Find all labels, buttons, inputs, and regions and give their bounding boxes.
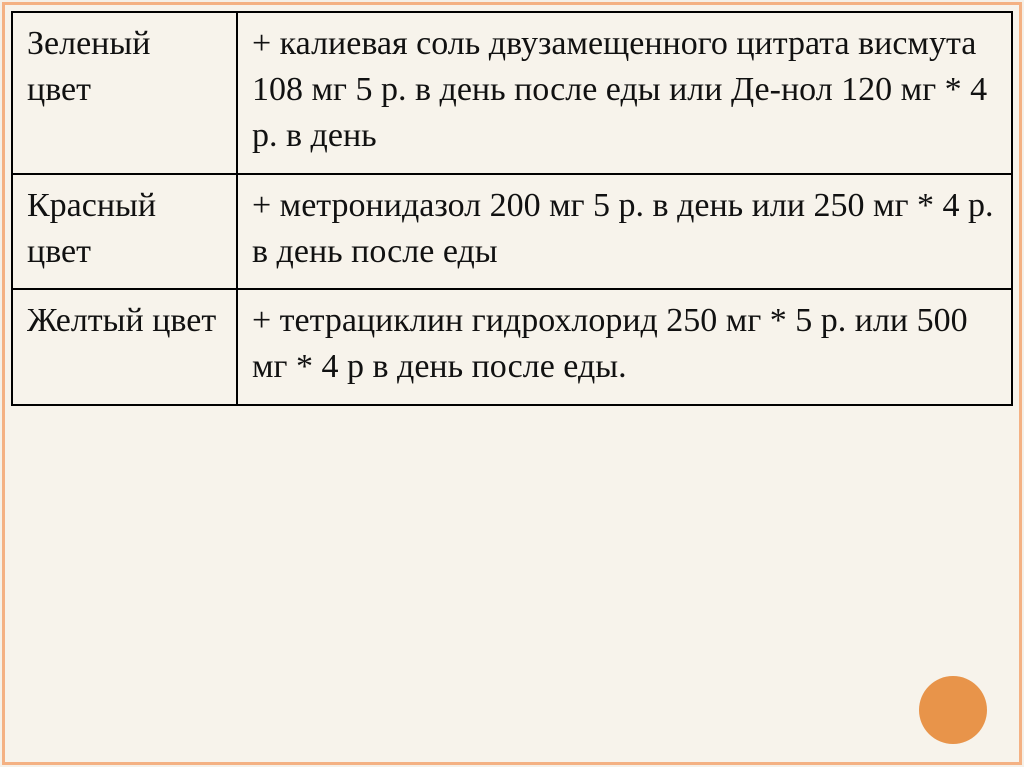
medication-table: Зеленый цвет + калиевая соль двузамещенн…	[11, 11, 1013, 406]
table-row: Желтый цвет + тетрациклин гидрохлорид 25…	[12, 289, 1012, 405]
description-cell: + калиевая соль двузамещенного цитрата в…	[237, 12, 1012, 174]
slide-frame: Зеленый цвет + калиевая соль двузамещенн…	[2, 2, 1022, 765]
table-row: Красный цвет + метронидазол 200 мг 5 р. …	[12, 174, 1012, 290]
corner-dot-icon	[919, 676, 987, 744]
color-label-cell: Красный цвет	[12, 174, 237, 290]
description-cell: + тетрациклин гидрохлорид 250 мг * 5 р. …	[237, 289, 1012, 405]
color-label-cell: Зеленый цвет	[12, 12, 237, 174]
slide-inner: Зеленый цвет + калиевая соль двузамещенн…	[11, 11, 1013, 756]
description-cell: + метронидазол 200 мг 5 р. в день или 25…	[237, 174, 1012, 290]
color-label-cell: Желтый цвет	[12, 289, 237, 405]
table-row: Зеленый цвет + калиевая соль двузамещенн…	[12, 12, 1012, 174]
